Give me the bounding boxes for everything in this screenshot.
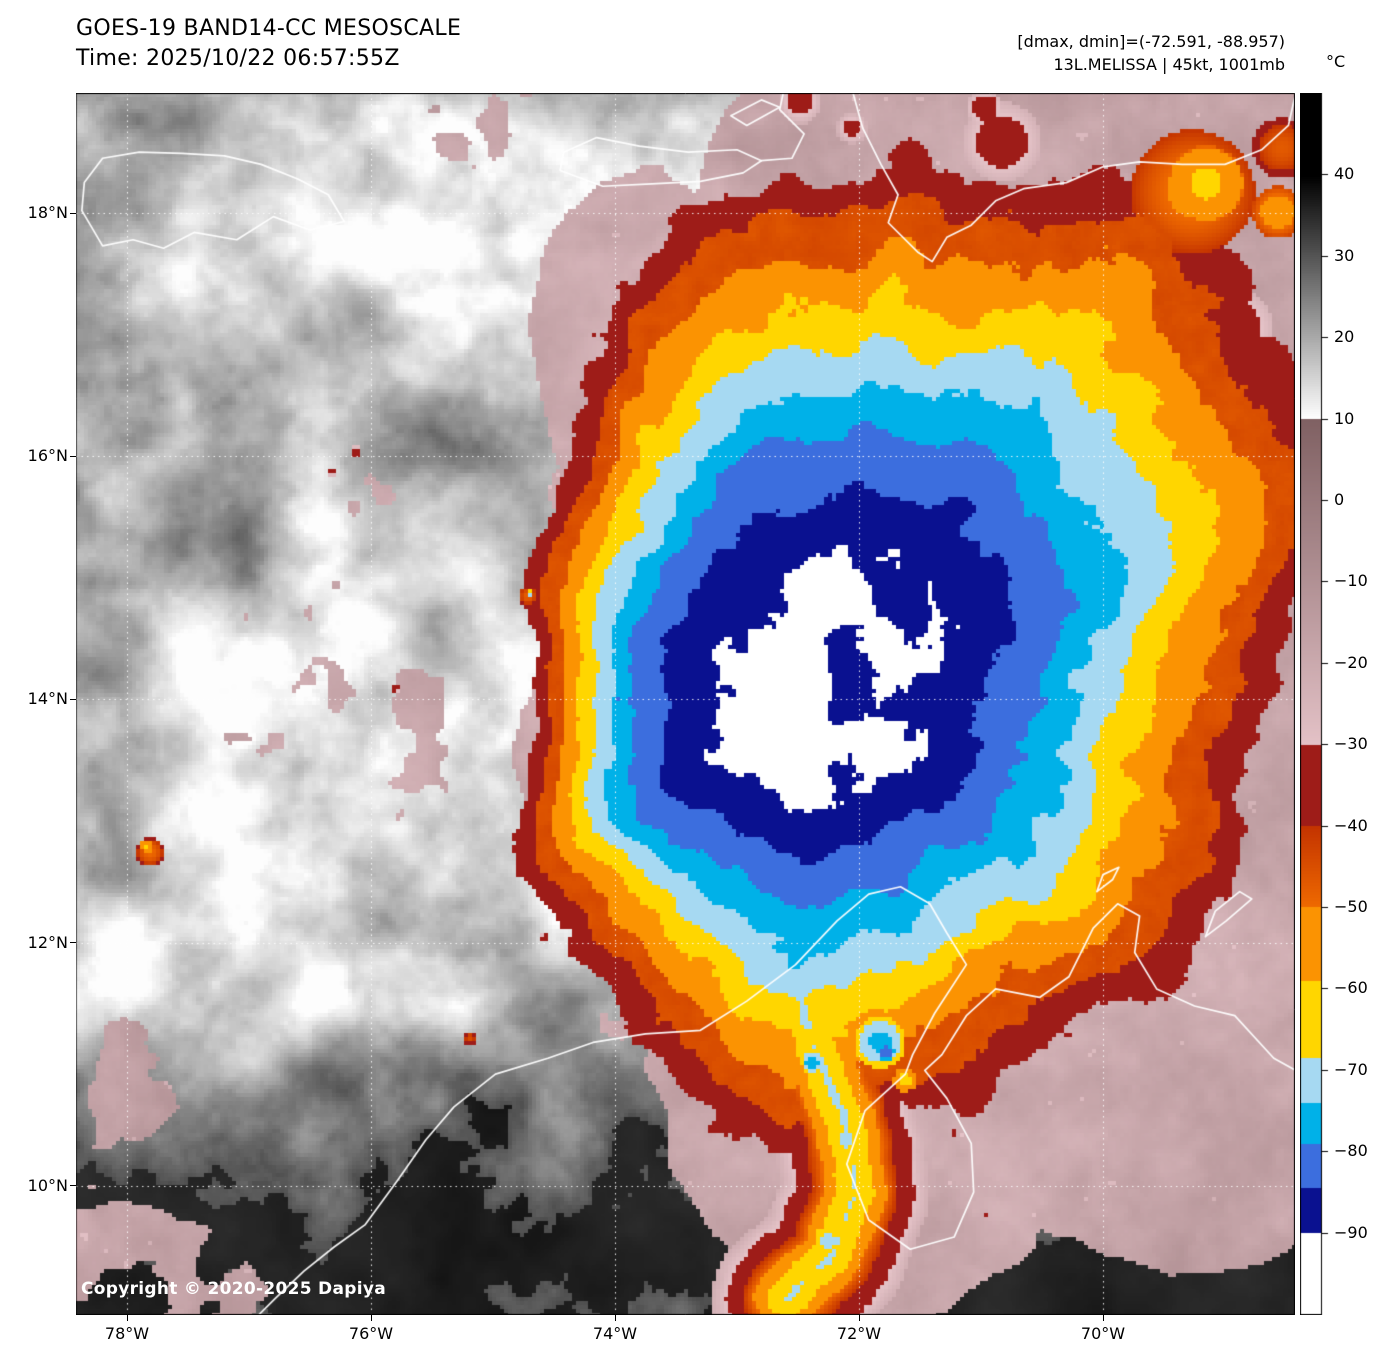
colorbar-tick-label: −80 [1334, 1141, 1368, 1161]
lat-tickmark [70, 1185, 76, 1187]
map-panel: Copyright © 2020-2025 Dapiya [76, 93, 1295, 1315]
lon-tickmark [370, 1315, 372, 1321]
lat-tickmark [70, 698, 76, 700]
lat-tickmark [70, 942, 76, 944]
storm-info-readout: 13L.MELISSA | 45kt, 1001mb [1053, 55, 1285, 74]
colorbar-tick-label: 30 [1334, 245, 1355, 265]
lon-tickmark [126, 1315, 128, 1321]
colorbar-tick-label: −10 [1334, 571, 1368, 591]
lat-tick-label: 12°N [27, 932, 68, 952]
colorbar-tick-label: −70 [1334, 1059, 1368, 1079]
colorbar-unit-label: °C [1326, 52, 1346, 71]
lat-tick-label: 18°N [27, 203, 68, 222]
lon-tick-label: 72°W [836, 1324, 882, 1343]
colorbar-tick-label: −60 [1334, 978, 1368, 998]
colorbar-tick-label: −40 [1334, 815, 1368, 835]
product-title: GOES-19 BAND14-CC MESOSCALE [76, 16, 462, 41]
lat-tickmark [70, 455, 76, 457]
lon-tickmark [858, 1315, 860, 1321]
lat-tick-label: 10°N [27, 1175, 68, 1195]
lon-tick-label: 74°W [592, 1324, 638, 1343]
lat-tick-label: 16°N [27, 446, 68, 466]
lon-tick-label: 78°W [104, 1324, 150, 1343]
header-left: GOES-19 BAND14-CC MESOSCALE Time: 2025/1… [76, 16, 461, 71]
colorbar-tick-label: 20 [1334, 327, 1355, 347]
colorbar-canvas [1300, 93, 1334, 1315]
copyright-label: Copyright © 2020-2025 Dapiya [81, 1279, 386, 1299]
colorbar-tick-label: −50 [1334, 897, 1368, 916]
lon-tick-label: 70°W [1080, 1324, 1126, 1343]
colorbar-tick-label: −90 [1334, 1222, 1368, 1242]
lat-tickmark [70, 212, 76, 214]
lon-tickmark [1102, 1315, 1104, 1321]
colorbar-tick-label: −30 [1334, 734, 1368, 754]
colorbar-tick-label: 10 [1334, 408, 1355, 428]
product-time: Time: 2025/10/22 06:57:55Z [76, 46, 400, 71]
lon-tick-label: 76°W [348, 1324, 394, 1343]
colorbar [1300, 93, 1334, 1319]
colorbar-tick-label: 40 [1334, 164, 1355, 184]
lat-tick-label: 14°N [27, 689, 68, 709]
colorbar-tick-label: −20 [1334, 652, 1368, 672]
lon-tickmark [614, 1315, 616, 1321]
colorbar-tick-label: 0 [1334, 490, 1345, 509]
header-right: [dmax, dmin]=(-72.591, -88.957) 13L.MELI… [1017, 30, 1285, 76]
satellite-imagery-canvas [76, 93, 1295, 1315]
dmax-dmin-readout: [dmax, dmin]=(-72.591, -88.957) [1017, 32, 1285, 51]
